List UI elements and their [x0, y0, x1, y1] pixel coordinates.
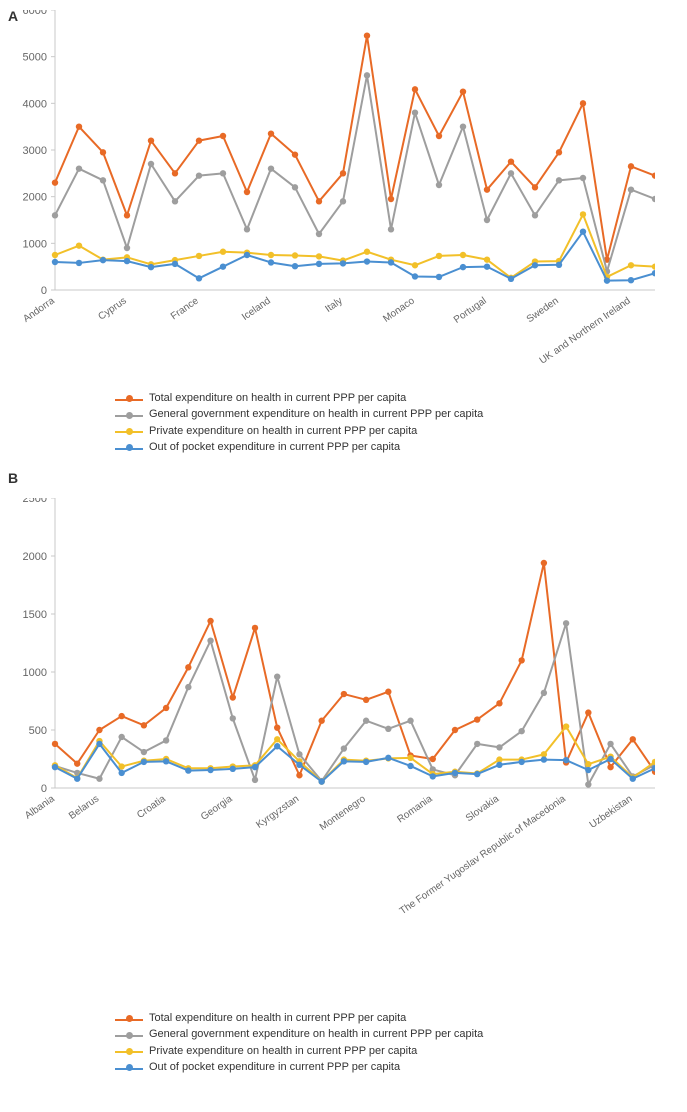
legend-label: General government expenditure on health…: [149, 407, 483, 422]
legend-item: Out of pocket expenditure in current PPP…: [115, 1060, 483, 1075]
x-axis-label: Georgia: [199, 793, 235, 823]
legend-label: Private expenditure on health in current…: [149, 424, 417, 439]
legend-b: Total expenditure on health in current P…: [115, 1010, 483, 1077]
legend-item: Out of pocket expenditure in current PPP…: [115, 440, 483, 455]
x-axis-label: Belarus: [67, 793, 101, 821]
legend-label: Total expenditure on health in current P…: [149, 1011, 406, 1026]
series-line: [55, 563, 655, 775]
svg-text:2000: 2000: [23, 192, 47, 204]
x-axis-label: France: [169, 295, 201, 322]
svg-text:2000: 2000: [23, 551, 47, 563]
x-axis-label: Portugal: [452, 295, 489, 325]
x-axis-label: Croatia: [135, 793, 168, 821]
svg-text:2500: 2500: [23, 498, 47, 505]
legend-label: General government expenditure on health…: [149, 1027, 483, 1042]
legend-label: Total expenditure on health in current P…: [149, 391, 406, 406]
legend-label: Out of pocket expenditure in current PPP…: [149, 1060, 400, 1075]
legend-a: Total expenditure on health in current P…: [115, 390, 483, 457]
chart-b: 0 500 1000 1500 2000 2500 Albania Belarus Croati…: [15, 498, 655, 1008]
legend-item: Total expenditure on health in current P…: [115, 1011, 483, 1026]
legend-item: Total expenditure on health in current P…: [115, 391, 483, 406]
svg-text:6000: 6000: [23, 10, 47, 17]
x-axis-label: Monaco: [381, 295, 417, 325]
x-axis-label: Slovakia: [464, 793, 502, 824]
x-axis-label: Sweden: [525, 295, 561, 325]
x-axis-label: Iceland: [240, 295, 273, 323]
svg-text:1000: 1000: [23, 667, 47, 679]
svg-text:1000: 1000: [23, 238, 47, 250]
legend-label: Private expenditure on health in current…: [149, 1044, 417, 1059]
figure-page: { "panelA": { "label": "A", "type": "lin…: [0, 0, 687, 1112]
x-axis-label: Cyprus: [96, 295, 128, 322]
x-axis-label: Montenegro: [318, 793, 368, 833]
x-axis-label: Italy: [323, 295, 344, 315]
x-axis-label: Albania: [23, 793, 57, 821]
x-axis-label: Kyrgyzstan: [254, 793, 301, 830]
legend-label: Out of pocket expenditure in current PPP…: [149, 440, 400, 455]
x-axis-label: Uzbekistan: [588, 793, 635, 830]
svg-text:1500: 1500: [23, 609, 47, 621]
svg-text:5000: 5000: [23, 52, 47, 64]
legend-item: Private expenditure on health in current…: [115, 424, 483, 439]
legend-item: Private expenditure on health in current…: [115, 1044, 483, 1059]
svg-text:0: 0: [41, 783, 47, 795]
x-axis-label: Romania: [395, 793, 434, 825]
svg-text:0: 0: [41, 285, 47, 297]
legend-item: General government expenditure on health…: [115, 407, 483, 422]
chart-a: 0 1000 2000 3000 4000 5000 6000 Andorra Cyprus Fr…: [15, 10, 655, 400]
svg-text:4000: 4000: [23, 98, 47, 110]
svg-text:500: 500: [29, 725, 47, 737]
x-axis-label: Andorra: [21, 295, 57, 325]
panel-b-label: B: [8, 470, 18, 486]
svg-text:3000: 3000: [23, 145, 47, 157]
series-line: [55, 214, 655, 277]
series-line: [55, 36, 655, 260]
legend-item: General government expenditure on health…: [115, 1027, 483, 1042]
